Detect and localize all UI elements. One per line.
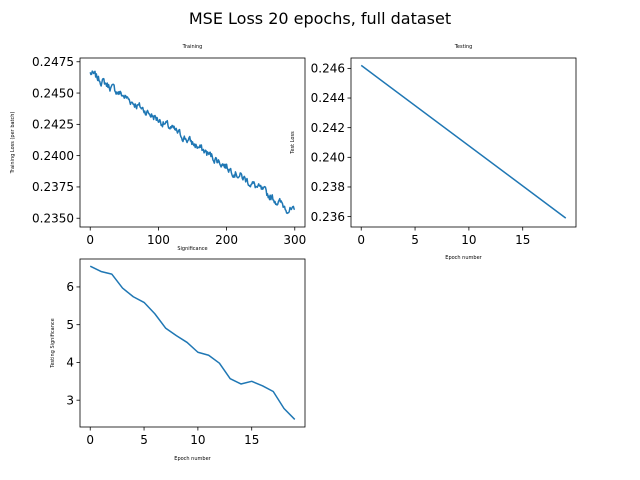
testing-ylabel: Test Loss bbox=[290, 131, 296, 155]
significance-xtick-label: 10 bbox=[190, 433, 205, 447]
significance-ytick-label: 6 bbox=[66, 280, 74, 294]
training-xtick-label: 300 bbox=[283, 233, 306, 247]
significance-xtick-label: 0 bbox=[86, 433, 94, 447]
figure-suptitle: MSE Loss 20 epochs, full dataset bbox=[189, 9, 451, 28]
significance-xtick-label: 5 bbox=[140, 433, 148, 447]
significance-series-line bbox=[89, 265, 296, 420]
significance-xtick-label: 15 bbox=[244, 433, 259, 447]
testing-xtick-label: 0 bbox=[357, 233, 365, 247]
testing-ytick-label: 0.246 bbox=[311, 62, 345, 76]
testing-xtick-label: 5 bbox=[411, 233, 419, 247]
training-ytick-label: 0.2425 bbox=[32, 118, 74, 132]
testing-ytick-label: 0.238 bbox=[311, 180, 345, 194]
testing-axes-frame bbox=[350, 57, 577, 228]
training-xtick-label: 100 bbox=[147, 233, 170, 247]
testing-ytick-label: 0.242 bbox=[311, 121, 345, 135]
significance-ytick-label: 5 bbox=[66, 318, 74, 332]
training-ytick-label: 0.2375 bbox=[32, 180, 74, 194]
testing-ytick-label: 0.236 bbox=[311, 210, 345, 224]
testing-ytick-label: 0.240 bbox=[311, 151, 345, 165]
significance-axes: 0 5 10 15 3 4 5 6 Significance Epoch number Testin… bbox=[50, 246, 306, 462]
significance-axes-frame bbox=[79, 258, 306, 428]
testing-xtick-label: 10 bbox=[461, 233, 476, 247]
training-xtick-label: 0 bbox=[86, 233, 94, 247]
training-ytick-label: 0.2475 bbox=[32, 55, 74, 69]
training-axes: 0 100 200 300 0.2350 0.2375 0.2400 0.2425 0.2450… bbox=[10, 44, 306, 247]
training-axes-frame bbox=[79, 57, 306, 228]
testing-xlabel: Epoch number bbox=[445, 255, 482, 261]
training-ytick-label: 0.2350 bbox=[32, 211, 74, 225]
testing-xtick-label: 15 bbox=[515, 233, 530, 247]
significance-ytick-label: 4 bbox=[66, 356, 74, 370]
testing-axes: 0 5 10 15 0.236 0.238 0.240 0.242 0.244 0.246 Test… bbox=[290, 44, 577, 261]
training-series-line bbox=[89, 70, 296, 215]
testing-series-line bbox=[360, 64, 567, 219]
training-title: Training bbox=[182, 44, 203, 50]
testing-ytick-label: 0.244 bbox=[311, 91, 345, 105]
training-xtick-label: 200 bbox=[215, 233, 238, 247]
training-ylabel: Training Loss (per batch) bbox=[10, 112, 16, 175]
significance-ytick-label: 3 bbox=[66, 393, 74, 407]
significance-ylabel: Testing Significance bbox=[50, 318, 56, 368]
significance-title: Significance bbox=[177, 246, 207, 252]
training-ytick-label: 0.2400 bbox=[32, 149, 74, 163]
testing-title: Testing bbox=[454, 44, 473, 50]
training-ytick-label: 0.2450 bbox=[32, 86, 74, 100]
significance-xlabel: Epoch number bbox=[174, 456, 211, 462]
